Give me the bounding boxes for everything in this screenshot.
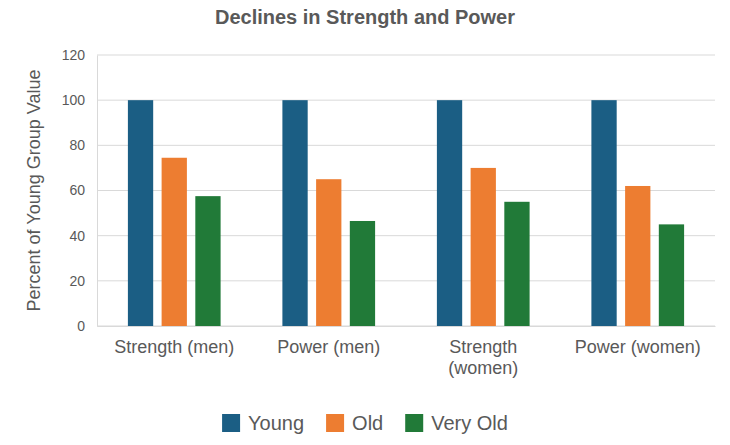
bar — [437, 100, 462, 326]
y-tick: 20 — [69, 273, 97, 289]
grid-line — [97, 190, 715, 191]
y-tick-label: 120 — [62, 47, 86, 63]
bar — [591, 100, 616, 326]
grid-line — [97, 100, 715, 101]
bars — [128, 100, 684, 326]
legend-swatch — [222, 414, 240, 432]
y-axis: 0 20 40 60 80 100 120 — [62, 47, 98, 334]
y-tick: 80 — [69, 137, 97, 153]
plot: 0 20 40 60 80 100 120 Strength (men) Power (men)… — [62, 47, 716, 378]
grid — [97, 55, 715, 326]
bar — [471, 168, 496, 326]
legend-item: Young — [222, 412, 304, 434]
bar — [316, 179, 341, 326]
x-tick: Power (women) — [575, 326, 701, 357]
legend-swatch — [326, 414, 344, 432]
y-tick-label: 60 — [69, 182, 85, 198]
y-tick: 60 — [69, 182, 97, 198]
legend-label: Very Old — [431, 412, 508, 434]
y-tick-label: 100 — [62, 92, 86, 108]
bar — [282, 100, 307, 326]
chart: Declines in Strength and Power 0 20 40 60 80 1… — [0, 0, 730, 445]
legend-item: Old — [326, 412, 383, 434]
x-tick: Strength(women) — [448, 326, 518, 378]
y-axis-line — [97, 56, 98, 327]
grid-line — [97, 145, 715, 146]
x-tick-label: Power (men) — [277, 337, 380, 357]
bar — [162, 158, 187, 326]
legend-label: Old — [352, 412, 383, 434]
x-axis-line — [98, 326, 716, 327]
x-axis: Strength (men) Power (men) Strength(women)… — [98, 326, 716, 378]
x-tick-label: Strength(women) — [448, 337, 518, 379]
x-tick-label: Power (women) — [575, 337, 701, 357]
x-tick-label: Strength (men) — [114, 337, 234, 357]
bar — [625, 186, 650, 326]
bar — [195, 196, 220, 326]
bar — [350, 221, 375, 326]
grid-line — [97, 280, 715, 281]
bar — [128, 100, 153, 326]
bar — [659, 224, 684, 326]
legend: Young Old Very Old — [222, 412, 508, 434]
title: Declines in Strength and Power — [215, 6, 515, 28]
legend-item: Very Old — [405, 412, 508, 434]
bar — [504, 202, 529, 326]
y-tick: 100 — [62, 92, 97, 108]
y-axis-title: Percent of Young Group Value — [24, 70, 44, 312]
y-tick: 0 — [77, 318, 97, 334]
legend-swatch — [405, 414, 423, 432]
y-tick: 120 — [62, 47, 97, 63]
grid-line — [97, 55, 715, 56]
grid-line — [97, 326, 715, 327]
y-tick-label: 20 — [69, 273, 85, 289]
y-tick-label: 0 — [77, 318, 85, 334]
y-tick-label: 40 — [69, 228, 85, 244]
grid-line — [97, 235, 715, 236]
legend-label: Young — [248, 412, 304, 434]
x-tick: Power (men) — [277, 326, 380, 357]
y-tick-label: 80 — [69, 137, 85, 153]
x-tick: Strength (men) — [114, 326, 234, 357]
y-tick: 40 — [69, 228, 97, 244]
